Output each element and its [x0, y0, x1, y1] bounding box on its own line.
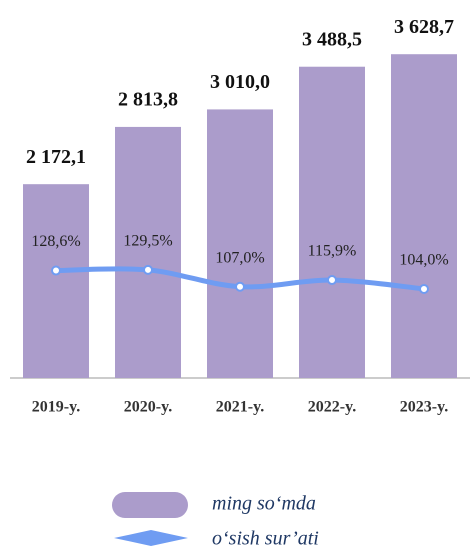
- line-marker: [51, 265, 61, 276]
- line-label: 129,5%: [123, 233, 172, 250]
- line-marker: [143, 264, 153, 275]
- bar-label: 3 488,5: [302, 28, 362, 50]
- bar-label: 2 172,1: [26, 146, 86, 168]
- legend-swatch: [114, 530, 188, 546]
- x-tick-label: 2022-y.: [308, 399, 356, 416]
- legend-text: ming so‘mda: [212, 493, 316, 515]
- line-label: 128,6%: [31, 233, 80, 250]
- x-tick-label: 2019-y.: [32, 399, 80, 416]
- bar: [207, 109, 273, 379]
- bar-label: 3 010,0: [210, 71, 270, 93]
- bar-label: 3 628,7: [394, 16, 454, 38]
- line-marker: [235, 281, 245, 292]
- bar: [115, 126, 181, 379]
- line-label: 107,0%: [215, 249, 264, 266]
- legend-swatch: [112, 492, 188, 518]
- bar-label: 2 813,8: [118, 89, 178, 111]
- bar: [391, 54, 457, 378]
- line-label: 115,9%: [308, 243, 357, 260]
- bar: [299, 66, 365, 379]
- legend-text: o‘sish sur’ati: [212, 528, 319, 550]
- line-marker: [327, 275, 337, 286]
- line-label: 104,0%: [399, 252, 448, 269]
- bar: [23, 184, 89, 378]
- x-tick-label: 2020-y.: [124, 399, 172, 416]
- line-marker: [419, 283, 429, 294]
- x-tick-label: 2021-y.: [216, 399, 264, 416]
- x-tick-label: 2023-y.: [400, 399, 448, 416]
